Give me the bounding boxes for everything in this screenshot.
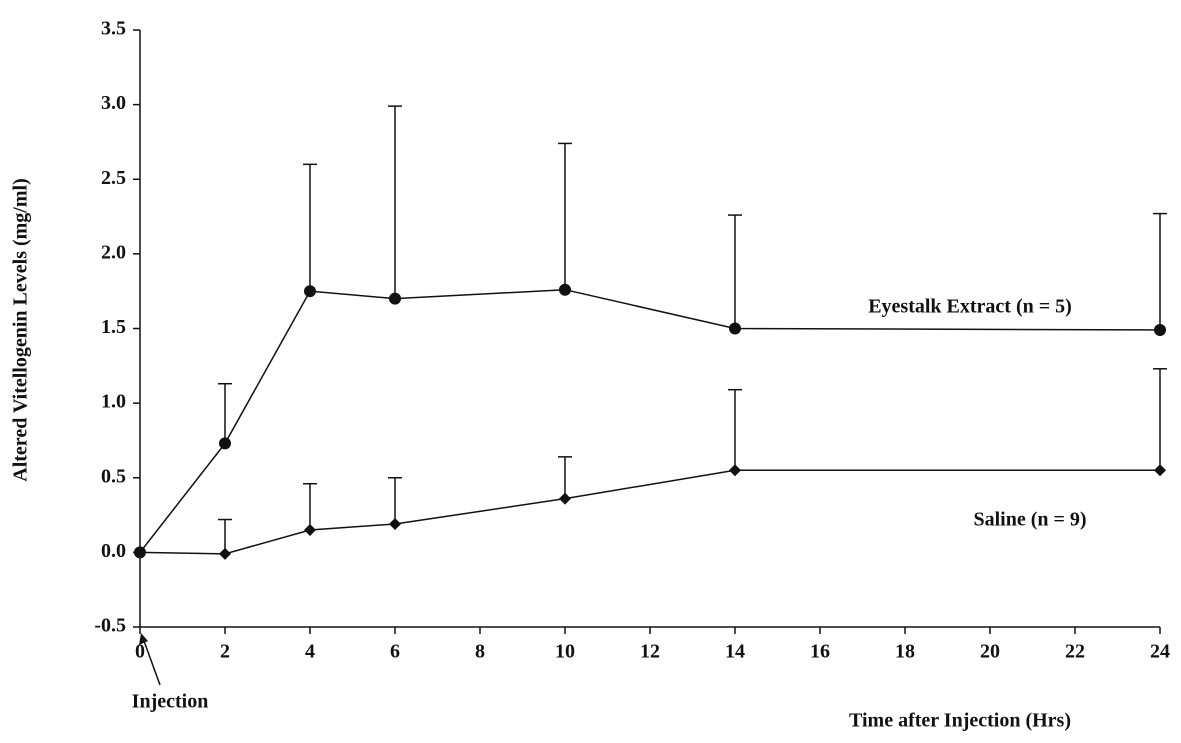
y-tick-label: 2.0 [101,241,126,263]
marker [304,285,316,298]
x-tick-label: 10 [555,641,575,663]
marker [559,283,571,296]
annotation-arrow [143,640,161,686]
marker [1154,464,1166,477]
y-tick-label: -0.5 [94,615,126,637]
y-axis-label: Altered Vitellogenin Levels (mg/ml) [10,178,32,481]
y-tick-label: 1.0 [101,391,126,413]
x-tick-label: 16 [810,641,830,663]
annotation-arrowhead [139,633,148,645]
x-axis-label: Time after Injection (Hrs) [849,710,1071,732]
x-tick-label: 22 [1065,641,1085,663]
marker [389,292,401,305]
marker [1154,323,1166,336]
y-tick-label: 0.0 [101,540,126,562]
x-tick-label: 4 [305,641,315,663]
y-tick-label: 0.5 [101,465,126,487]
marker [219,547,231,560]
x-tick-label: 20 [980,641,1000,663]
y-tick-label: 2.5 [101,167,126,189]
series-label: Eyestalk Extract (n = 5) [868,296,1072,318]
y-tick-label: 3.5 [101,18,126,40]
y-tick-label: 1.5 [101,316,126,338]
x-tick-label: 0 [135,641,145,663]
marker [389,518,401,531]
annotation: Injection [132,691,209,713]
x-tick-label: 8 [475,641,485,663]
x-tick-label: 18 [895,641,915,663]
series-label: Saline (n = 9) [973,509,1086,531]
marker [304,523,316,536]
x-tick-label: 24 [1150,641,1170,663]
marker [729,464,741,477]
marker [559,492,571,505]
x-tick-label: 6 [390,641,400,663]
x-tick-label: 12 [640,641,660,663]
marker [729,322,741,335]
marker [219,437,231,450]
marker [134,546,146,559]
x-tick-label: 14 [725,641,745,663]
y-tick-label: 3.0 [101,92,126,114]
x-tick-label: 2 [220,641,230,663]
